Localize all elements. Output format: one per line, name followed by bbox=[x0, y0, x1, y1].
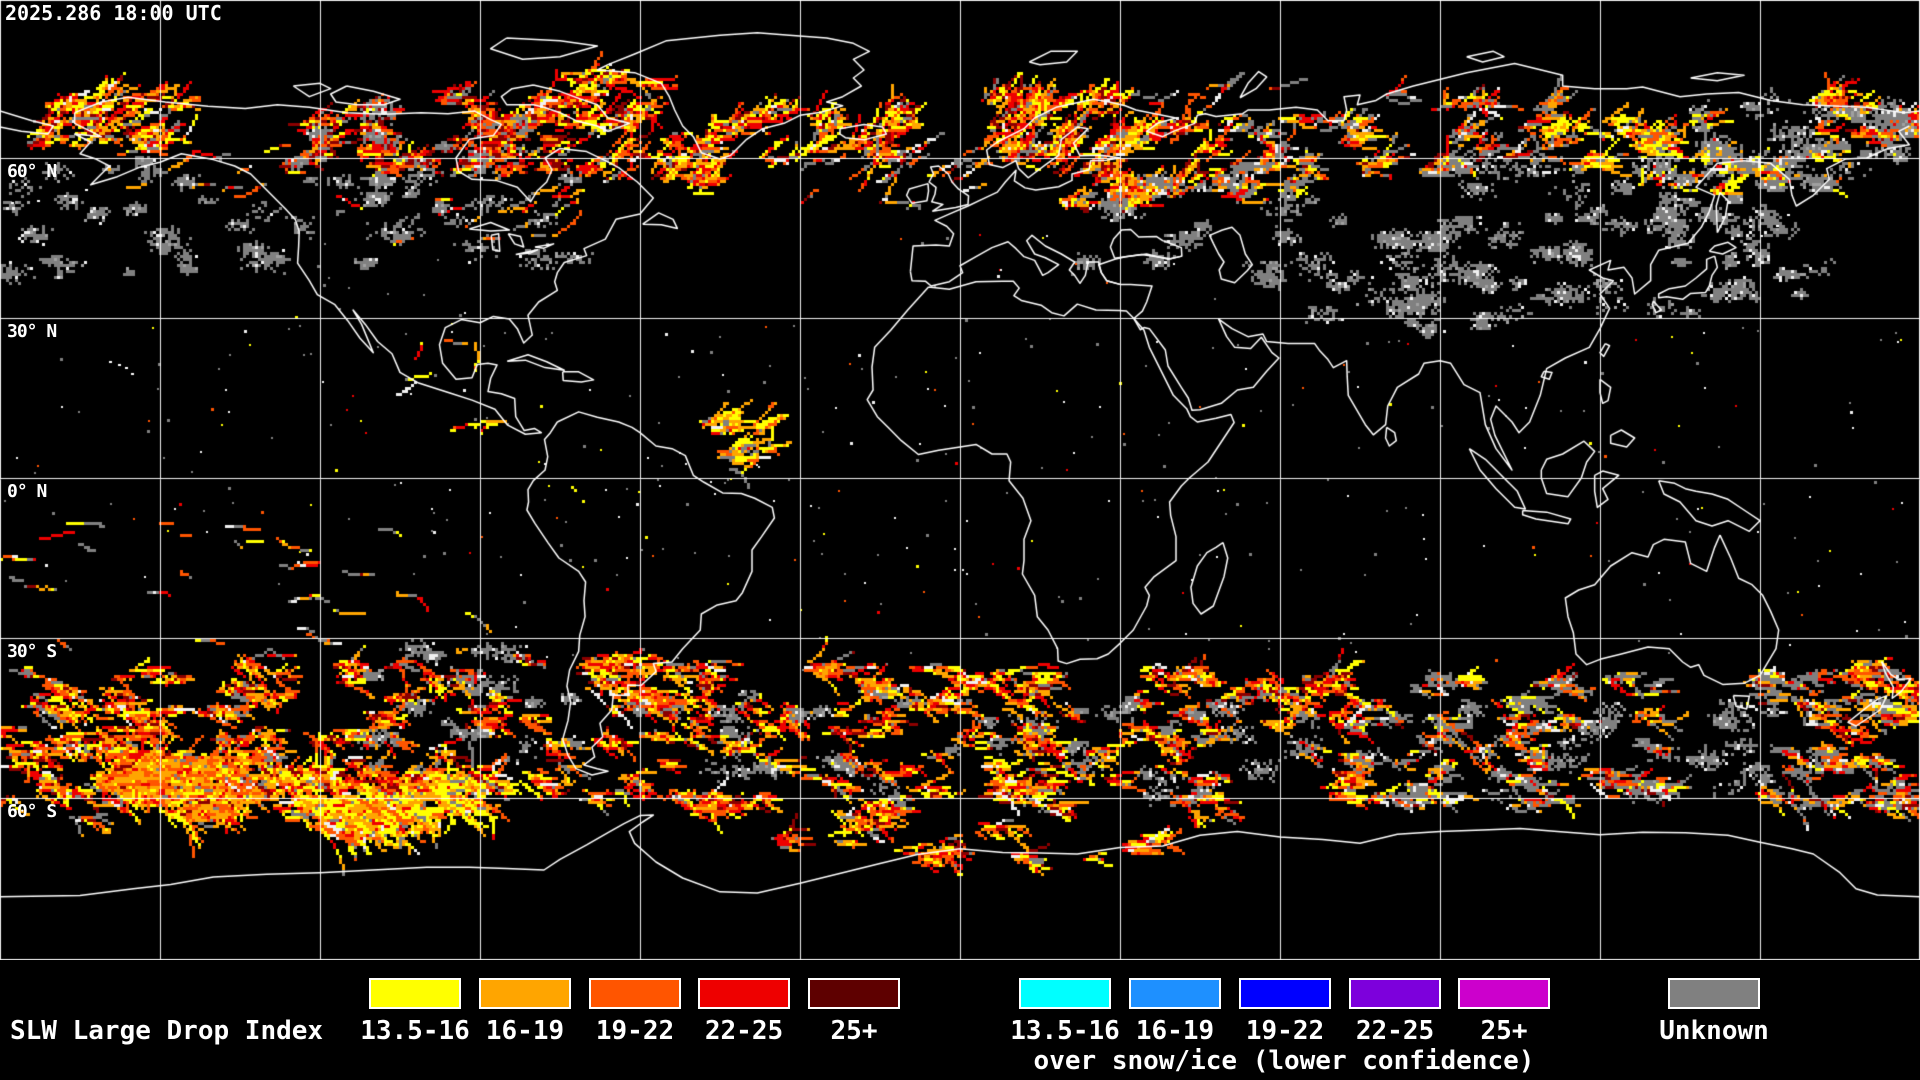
legend-swatch-red bbox=[698, 978, 790, 1009]
legend-label: 22-25 bbox=[704, 1016, 784, 1046]
legend-swatch-cyan bbox=[1019, 978, 1111, 1009]
legend-swatch-lightblue bbox=[1129, 978, 1221, 1009]
legend-item-liquid-2: 16-19 bbox=[465, 978, 585, 1046]
legend-swatch-blue bbox=[1239, 978, 1331, 1009]
legend-label: 19-22 bbox=[595, 1016, 675, 1046]
legend-swatch-orangered bbox=[589, 978, 681, 1009]
lat-label-30n: 30° N bbox=[7, 321, 57, 342]
legend-swatch-orange bbox=[479, 978, 571, 1009]
legend-label: 25+ bbox=[1480, 1016, 1528, 1046]
legend-swatch-purple bbox=[1349, 978, 1441, 1009]
legend-item-liquid-1: 13.5-16 bbox=[355, 978, 475, 1046]
timestamp: 2025.286 18:00 UTC bbox=[5, 1, 222, 25]
legend-label: 25+ bbox=[830, 1016, 878, 1046]
legend-item-snowice-2: 16-19 bbox=[1115, 978, 1235, 1046]
legend-swatch-magenta bbox=[1458, 978, 1550, 1009]
legend-item-liquid-3: 19-22 bbox=[575, 978, 695, 1046]
legend-swatch-gray bbox=[1668, 978, 1760, 1009]
legend-label: 19-22 bbox=[1245, 1016, 1325, 1046]
legend-snow-ice-note: over snow/ice (lower confidence) bbox=[1033, 1046, 1535, 1076]
legend-item-snowice-4: 22-25 bbox=[1335, 978, 1455, 1046]
legend-item-liquid-4: 22-25 bbox=[684, 978, 804, 1046]
lat-label-60n: 60° N bbox=[7, 161, 57, 182]
legend-item-liquid-5: 25+ bbox=[794, 978, 914, 1046]
legend-label: 16-19 bbox=[485, 1016, 565, 1046]
legend-item-unknown: Unknown bbox=[1654, 978, 1774, 1046]
legend-label: 13.5-16 bbox=[1010, 1016, 1120, 1046]
legend-swatch-yellow bbox=[369, 978, 461, 1009]
legend-label: 16-19 bbox=[1135, 1016, 1215, 1046]
legend-item-snowice-1: 13.5-16 bbox=[1005, 978, 1125, 1046]
legend-item-snowice-5: 25+ bbox=[1444, 978, 1564, 1046]
legend-label: 22-25 bbox=[1355, 1016, 1435, 1046]
legend-title: SLW Large Drop Index bbox=[10, 1016, 324, 1046]
legend-label: Unknown bbox=[1659, 1016, 1769, 1046]
legend-item-snowice-3: 19-22 bbox=[1225, 978, 1345, 1046]
world-map-canvas bbox=[0, 0, 1920, 962]
lat-label-equator: 0° N bbox=[7, 481, 47, 502]
legend-swatch-darkred bbox=[808, 978, 900, 1009]
lat-label-60s: 60° S bbox=[7, 801, 57, 822]
legend-label: 13.5-16 bbox=[360, 1016, 470, 1046]
legend: SLW Large Drop Index 13.5-16 16-19 19-22… bbox=[0, 960, 1920, 1080]
lat-label-30s: 30° S bbox=[7, 641, 57, 662]
